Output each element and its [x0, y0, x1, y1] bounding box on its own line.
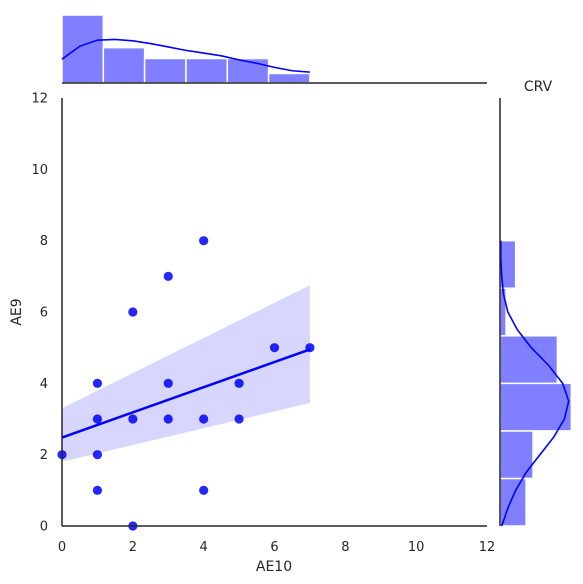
scatter-point	[269, 343, 280, 353]
y-tick-label: 8	[40, 234, 48, 249]
chart-title: CRV	[524, 79, 553, 95]
right-hist-bar	[499, 382, 573, 432]
top-hist-bar	[61, 14, 105, 84]
y-tick-label: 10	[31, 163, 48, 178]
top-kde-curve	[61, 38, 310, 73]
x-axis-label: AE10	[256, 559, 292, 575]
scatter-point	[92, 414, 103, 424]
top-hist-bar	[143, 57, 187, 84]
right-hist-bar	[499, 430, 534, 480]
right-hist-bar	[499, 335, 559, 385]
y-axis-label: AE9	[9, 298, 25, 325]
x-tick-labels: 0 2 4 6 8 10 12	[58, 540, 495, 555]
scatter-point	[163, 414, 173, 424]
x-tick-label: 10	[408, 540, 425, 555]
scatter-point	[234, 378, 244, 388]
scatter-point	[199, 236, 209, 246]
x-tick-label: 2	[129, 540, 137, 555]
y-tick-label: 2	[40, 448, 48, 463]
scatter-point	[92, 378, 103, 388]
scatter-points	[57, 236, 315, 531]
scatter-point	[92, 485, 103, 495]
y-tick-label: 12	[31, 92, 48, 107]
confidence-band	[62, 285, 310, 462]
top-marginal-histogram	[61, 14, 487, 84]
x-tick-label: 6	[270, 540, 278, 555]
top-hist-bar	[267, 72, 311, 84]
y-tick-labels: 0 2 4 6 8 10 12	[31, 92, 48, 535]
x-tick-label: 0	[58, 540, 66, 555]
right-kde-curve	[500, 240, 570, 527]
y-tick-label: 0	[40, 520, 48, 535]
x-tick-label: 4	[200, 540, 208, 555]
scatter-point	[128, 307, 138, 317]
scatter-point	[199, 485, 209, 495]
scatter-point	[92, 450, 103, 460]
scatter-panel: 0 2 4 6 8 10 12 0 2 4 6 8 10 12 AE10 AE9	[9, 92, 495, 576]
top-hist-bar	[185, 57, 229, 84]
x-tick-label: 12	[479, 540, 496, 555]
top-hist-bar	[102, 46, 146, 84]
x-tick-label: 8	[341, 540, 349, 555]
right-marginal-histogram	[499, 98, 573, 527]
scatter-point	[163, 378, 173, 388]
scatter-point	[234, 414, 244, 424]
scatter-point	[163, 271, 173, 281]
y-tick-label: 6	[40, 306, 48, 321]
scatter-point	[128, 414, 138, 424]
regression-line	[61, 348, 311, 439]
scatter-point	[199, 414, 209, 424]
y-tick-label: 4	[40, 377, 48, 392]
